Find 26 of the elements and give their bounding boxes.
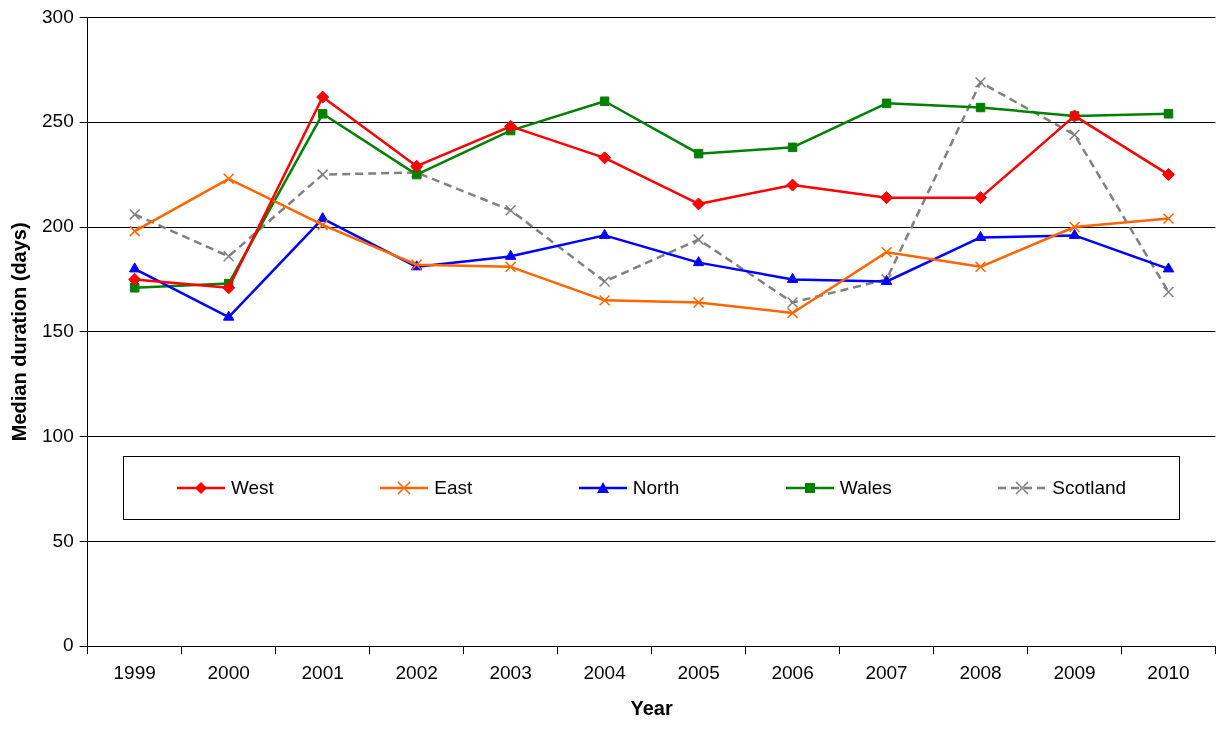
x-tick-label: 1999 [113, 661, 156, 683]
x-tick-label: 2008 [959, 661, 1002, 683]
y-axis-title: Median duration (days) [7, 222, 30, 442]
x-axis-title: Year [630, 696, 673, 719]
y-tick-label: 250 [42, 110, 74, 132]
y-tick-label: 50 [52, 529, 74, 551]
legend-label: Scotland [1052, 477, 1127, 500]
legend-label: North [632, 477, 680, 500]
x-tick-label: 2005 [677, 661, 720, 683]
x-tick-label: 2003 [489, 661, 532, 683]
y-tick-label: 0 [63, 634, 74, 656]
legend-label: East [434, 477, 473, 500]
y-tick-label: 200 [42, 215, 74, 237]
x-tick-label: 2007 [865, 661, 908, 683]
x-tick-label: 2001 [301, 661, 344, 683]
x-tick-label: 2010 [1147, 661, 1190, 683]
x-tick-label: 2002 [395, 661, 438, 683]
y-tick-label: 100 [42, 424, 74, 446]
legend-label: West [230, 477, 274, 500]
y-tick-label: 150 [42, 320, 74, 342]
legend-label: Wales [839, 477, 892, 500]
x-tick-label: 2009 [1053, 661, 1096, 683]
x-tick-label: 2006 [771, 661, 814, 683]
x-tick-label: 2004 [583, 661, 627, 683]
x-tick-label: 2000 [207, 661, 250, 683]
y-tick-label: 300 [42, 5, 74, 27]
